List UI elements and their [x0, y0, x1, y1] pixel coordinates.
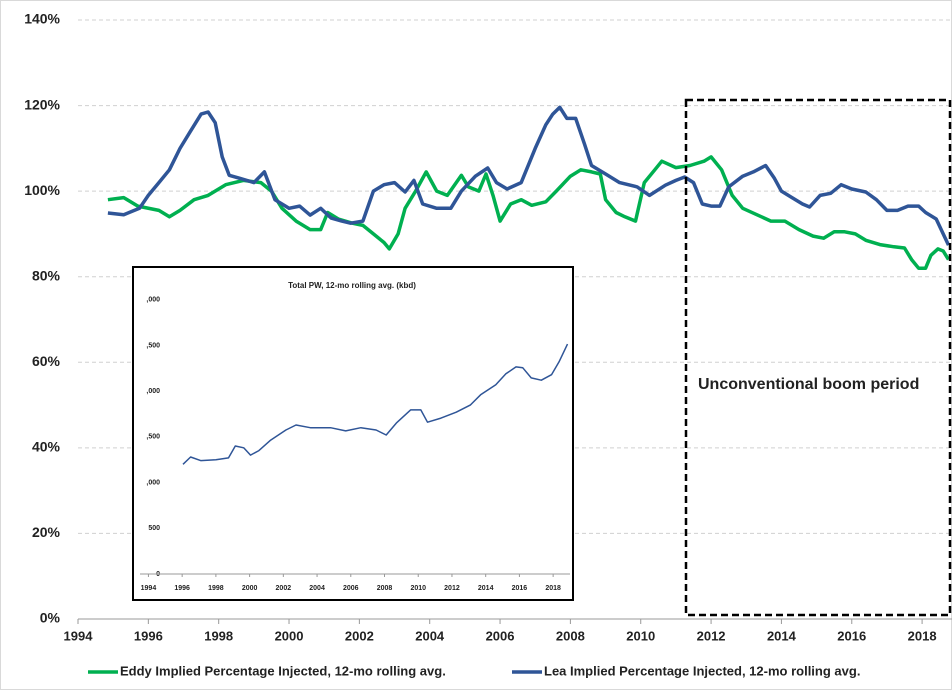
x-tick-label: 2010: [410, 585, 426, 592]
x-tick-label: 2012: [697, 628, 726, 643]
inset-title: Total PW, 12-mo rolling avg. (kbd): [288, 281, 416, 290]
x-tick-label: 1996: [174, 585, 190, 592]
x-tick-label: 2000: [275, 628, 304, 643]
x-tick-label: 1998: [208, 585, 224, 592]
y-tick-label: 100%: [24, 182, 60, 198]
x-tick-label: 1994: [64, 628, 94, 643]
y-tick-label: ,500: [146, 434, 160, 441]
x-tick-label: 2004: [415, 628, 445, 643]
y-tick-label: 500: [148, 525, 160, 532]
y-tick-label: 20%: [32, 524, 61, 540]
x-tick-label: 2008: [377, 585, 393, 592]
x-tick-label: 2002: [276, 585, 292, 592]
x-tick-label: 2012: [444, 585, 460, 592]
annotation: Unconventional boom period: [698, 376, 919, 393]
y-tick-label: 60%: [32, 353, 61, 369]
y-tick-label: ,000: [146, 388, 160, 395]
x-tick-label: 2014: [478, 585, 494, 592]
y-tick-label: ,000: [146, 297, 160, 304]
legend-label: Eddy Implied Percentage Injected, 12-mo …: [120, 663, 446, 678]
x-tick-label: 2004: [309, 585, 325, 592]
y-tick-label: 40%: [32, 439, 61, 455]
series-line: [107, 155, 950, 270]
series-line: [107, 105, 951, 246]
x-tick-label: 2008: [556, 628, 585, 643]
x-tick-label: 2000: [242, 585, 258, 592]
x-tick-label: 2018: [908, 628, 937, 643]
x-tick-label: 1998: [204, 628, 233, 643]
y-tick-label: 140%: [24, 11, 60, 27]
x-tick-label: 2014: [767, 628, 797, 643]
x-tick-label: 2016: [837, 628, 866, 643]
legend-label: Lea Implied Percentage Injected, 12-mo r…: [544, 663, 860, 678]
y-tick-label: ,500: [146, 342, 160, 349]
y-tick-label: 80%: [32, 267, 61, 283]
inset-chart: Total PW, 12-mo rolling avg. (kbd) 0500,…: [132, 266, 574, 601]
x-tick-label: 2018: [545, 585, 561, 592]
x-tick-label: 2006: [486, 628, 515, 643]
inset-frame: [132, 266, 574, 601]
x-tick-label: 2016: [512, 585, 528, 592]
y-tick-label: 120%: [24, 96, 60, 112]
x-tick-label: 1994: [141, 585, 157, 592]
y-tick-label: 0%: [40, 610, 61, 626]
series-line: [182, 343, 569, 465]
x-tick-label: 2006: [343, 585, 359, 592]
y-tick-label: ,000: [146, 479, 160, 486]
annotation-layer: Unconventional boom period: [684, 98, 952, 617]
x-tick-label: 2002: [345, 628, 374, 643]
x-tick-label: 2010: [626, 628, 655, 643]
x-tick-label: 1996: [134, 628, 163, 643]
boom-period-box: [684, 98, 952, 617]
